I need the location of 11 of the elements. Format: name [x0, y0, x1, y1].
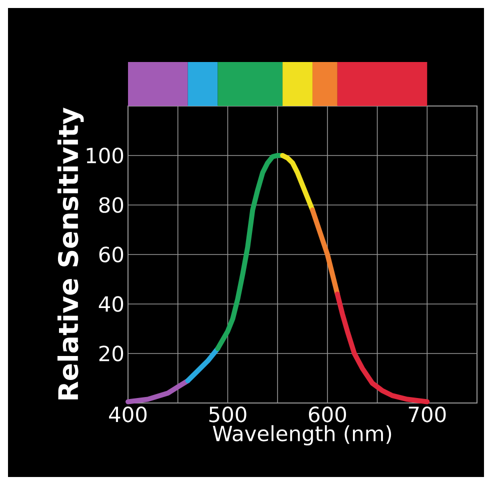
x-tick-label: 500 — [209, 406, 246, 422]
x-tick-label: 700 — [408, 406, 446, 422]
y-axis-title: Relative Sensitivity — [57, 108, 84, 400]
y-tick-label: 80 — [99, 197, 124, 213]
y-tick-label: 60 — [99, 246, 124, 262]
x-axis-title: Wavelength (nm) — [212, 425, 392, 446]
x-tick-label: 400 — [109, 406, 147, 422]
y-tick-label: 100 — [86, 148, 124, 164]
x-tick-label: 600 — [308, 406, 346, 422]
y-tick-label: 40 — [98, 296, 124, 312]
y-tick-label: 20 — [99, 346, 124, 362]
